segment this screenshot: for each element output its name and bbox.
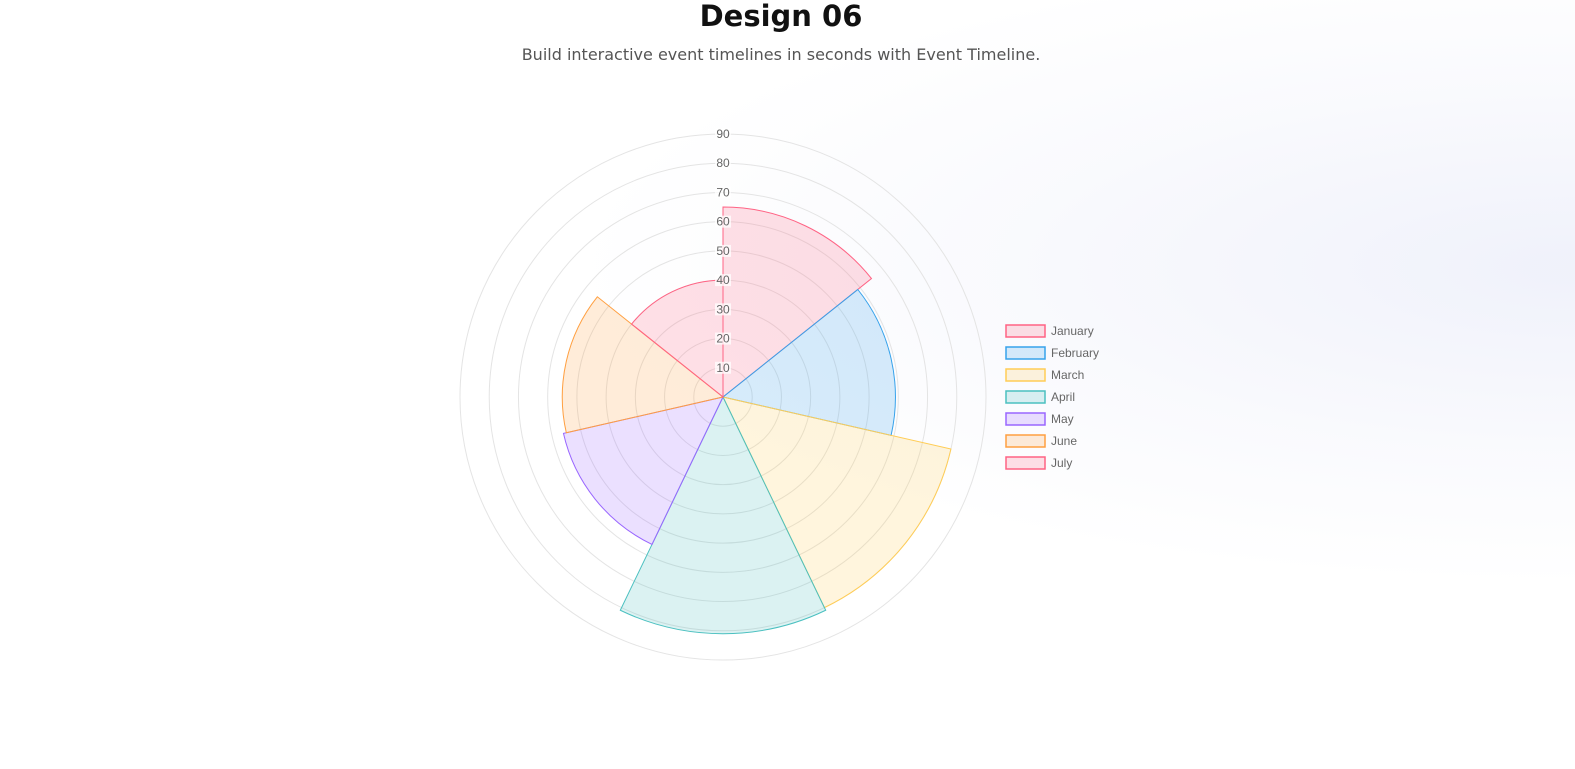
slice-june[interactable] — [561, 296, 725, 434]
slice-april[interactable] — [619, 395, 827, 635]
page-title: Design 06 — [699, 0, 863, 33]
legend-label-june: June — [1051, 434, 1077, 448]
legend-swatch-march — [1005, 368, 1046, 382]
legend-swatch-april — [1005, 390, 1046, 404]
chart-ticks: 10 20 30 40 50 60 70 80 90 — [715, 127, 731, 375]
tick-label-60: 60 — [716, 215, 730, 229]
tick-backdrop-40 — [715, 274, 731, 287]
tick-backdrop-70 — [715, 186, 731, 199]
tick-backdrop-60 — [715, 215, 731, 228]
tick-label-40: 40 — [716, 273, 730, 287]
legend-swatch-may — [1005, 412, 1046, 426]
legend-item-april[interactable]: April — [1005, 390, 1075, 404]
legend-item-june[interactable]: June — [1005, 434, 1077, 448]
legend-item-march[interactable]: March — [1005, 368, 1084, 382]
tick-backdrop-20 — [715, 332, 731, 345]
tick-label-70: 70 — [716, 185, 730, 199]
legend-swatch-july — [1005, 456, 1046, 470]
legend-swatch-february — [1005, 346, 1046, 360]
legend-item-may[interactable]: May — [1005, 412, 1074, 426]
slice-january[interactable] — [722, 206, 873, 399]
legend-label-january: January — [1051, 324, 1094, 338]
tick-backdrop-10 — [715, 361, 731, 374]
legend-swatch-january — [1005, 324, 1046, 338]
chart-slices — [561, 206, 952, 635]
legend-item-february[interactable]: February — [1005, 346, 1099, 360]
tick-backdrop-80 — [715, 157, 731, 170]
legend-label-march: March — [1051, 368, 1084, 382]
legend-item-july[interactable]: July — [1005, 456, 1072, 470]
slice-may[interactable] — [562, 396, 724, 546]
legend-label-february: February — [1051, 346, 1099, 360]
chart-legend[interactable]: January February March April May June July — [1005, 324, 1099, 470]
tick-label-90: 90 — [716, 127, 730, 141]
legend-item-january[interactable]: January — [1005, 324, 1094, 338]
tick-label-20: 20 — [716, 332, 730, 346]
tick-backdrop-50 — [715, 244, 731, 257]
tick-label-10: 10 — [716, 361, 730, 375]
tick-label-30: 30 — [716, 302, 730, 316]
page-subtitle: Build interactive event timelines in sec… — [521, 45, 1041, 64]
legend-label-april: April — [1051, 390, 1075, 404]
tick-backdrop-30 — [715, 303, 731, 316]
tick-label-80: 80 — [716, 156, 730, 170]
legend-label-may: May — [1051, 412, 1074, 426]
slice-february[interactable] — [721, 288, 896, 436]
tick-label-50: 50 — [716, 244, 730, 258]
slice-march[interactable] — [722, 396, 952, 609]
legend-swatch-june — [1005, 434, 1046, 448]
legend-label-july: July — [1051, 456, 1072, 470]
tick-backdrop-90 — [715, 128, 731, 140]
